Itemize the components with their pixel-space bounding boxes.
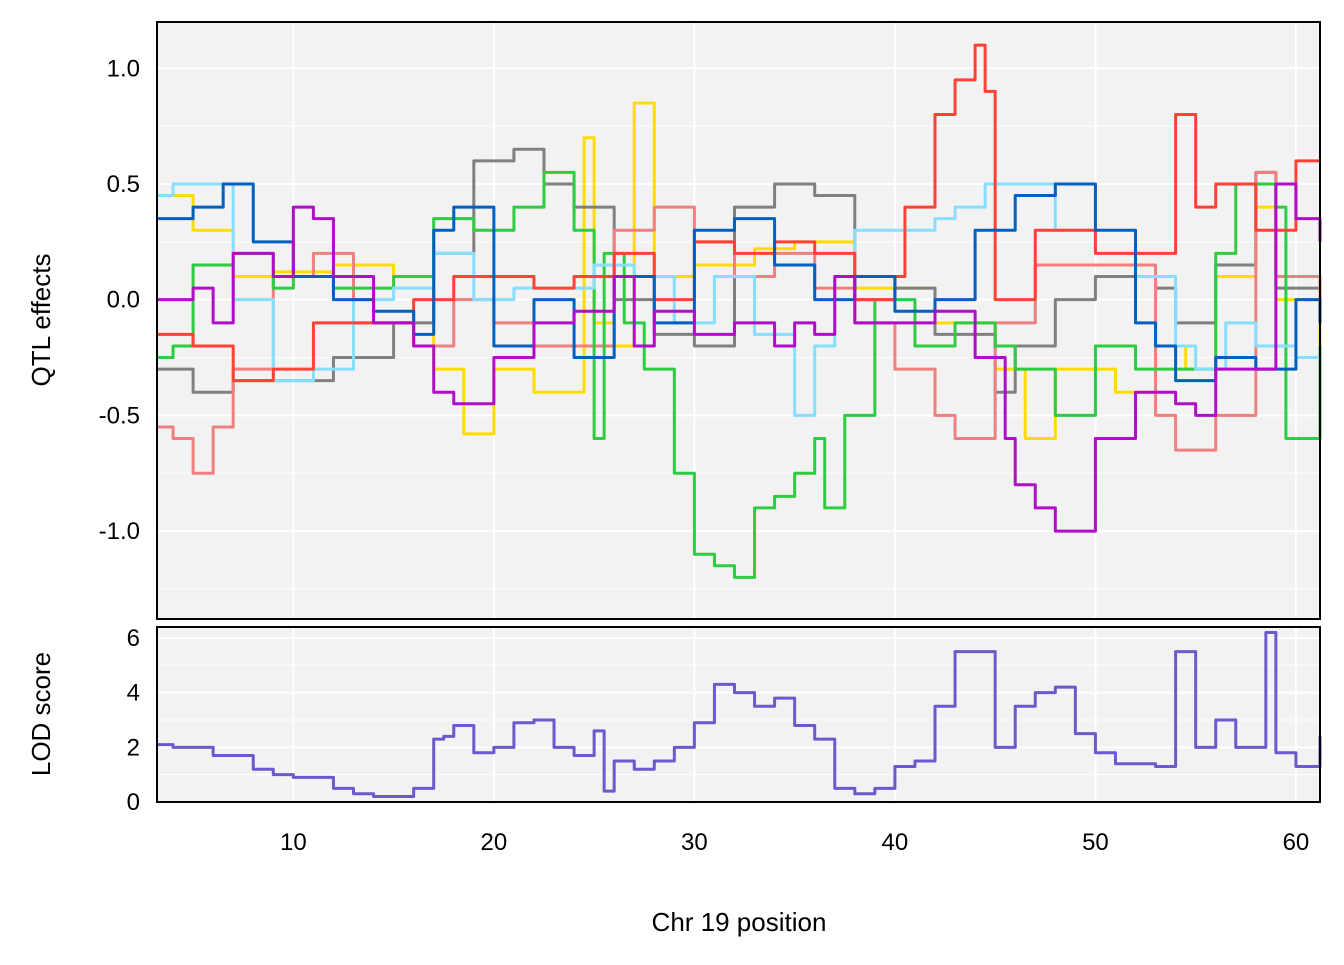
effects-series — [157, 43, 1322, 579]
x-tick-labels: 10 20 30 40 50 60 — [280, 829, 1309, 856]
effects-y-tick-label: -0.5 — [99, 402, 140, 429]
x-tick-label: 30 — [681, 829, 708, 856]
x-tick-label: 40 — [882, 829, 909, 856]
effects-plot-frame — [156, 21, 1321, 620]
effects-series-line-4 — [157, 170, 1322, 579]
lod-y-axis-label: LOD score — [26, 652, 56, 776]
lod-plot-background — [157, 627, 1320, 802]
effects-y-axis-label: QTL effects — [26, 254, 56, 387]
lod-panel: 0 2 4 6 LOD score — [26, 625, 1322, 816]
effects-y-tick-label: 0.5 — [107, 171, 140, 198]
effects-y-tick-labels: 1.0 0.5 0.0 -0.5 -1.0 — [99, 55, 140, 545]
effects-panel: 1.0 0.5 0.0 -0.5 -1.0 QTL effects — [26, 21, 1322, 620]
x-tick-label: 10 — [280, 829, 307, 856]
lod-y-tick-label: 6 — [127, 625, 140, 652]
lod-y-tick-label: 4 — [127, 680, 140, 707]
lod-series-line-1 — [157, 630, 1322, 799]
lod-y-tick-label: 0 — [127, 789, 140, 816]
x-axis-label: Chr 19 position — [652, 907, 827, 937]
effects-plot-background — [157, 22, 1320, 619]
lod-y-tick-labels: 0 2 4 6 — [127, 625, 140, 816]
x-tick-label: 20 — [481, 829, 508, 856]
effects-series-line-8 — [157, 182, 1322, 533]
x-tick-label: 50 — [1082, 829, 1109, 856]
lod-series — [157, 630, 1322, 799]
effects-y-tick-label: 1.0 — [107, 55, 140, 82]
effects-y-tick-label: 0.0 — [107, 287, 140, 314]
x-tick-label: 60 — [1283, 829, 1310, 856]
lod-y-tick-label: 2 — [127, 734, 140, 761]
lod-plot-frame — [156, 626, 1321, 803]
effects-series-line-7 — [157, 182, 1322, 383]
effects-y-tick-label: -1.0 — [99, 518, 140, 545]
